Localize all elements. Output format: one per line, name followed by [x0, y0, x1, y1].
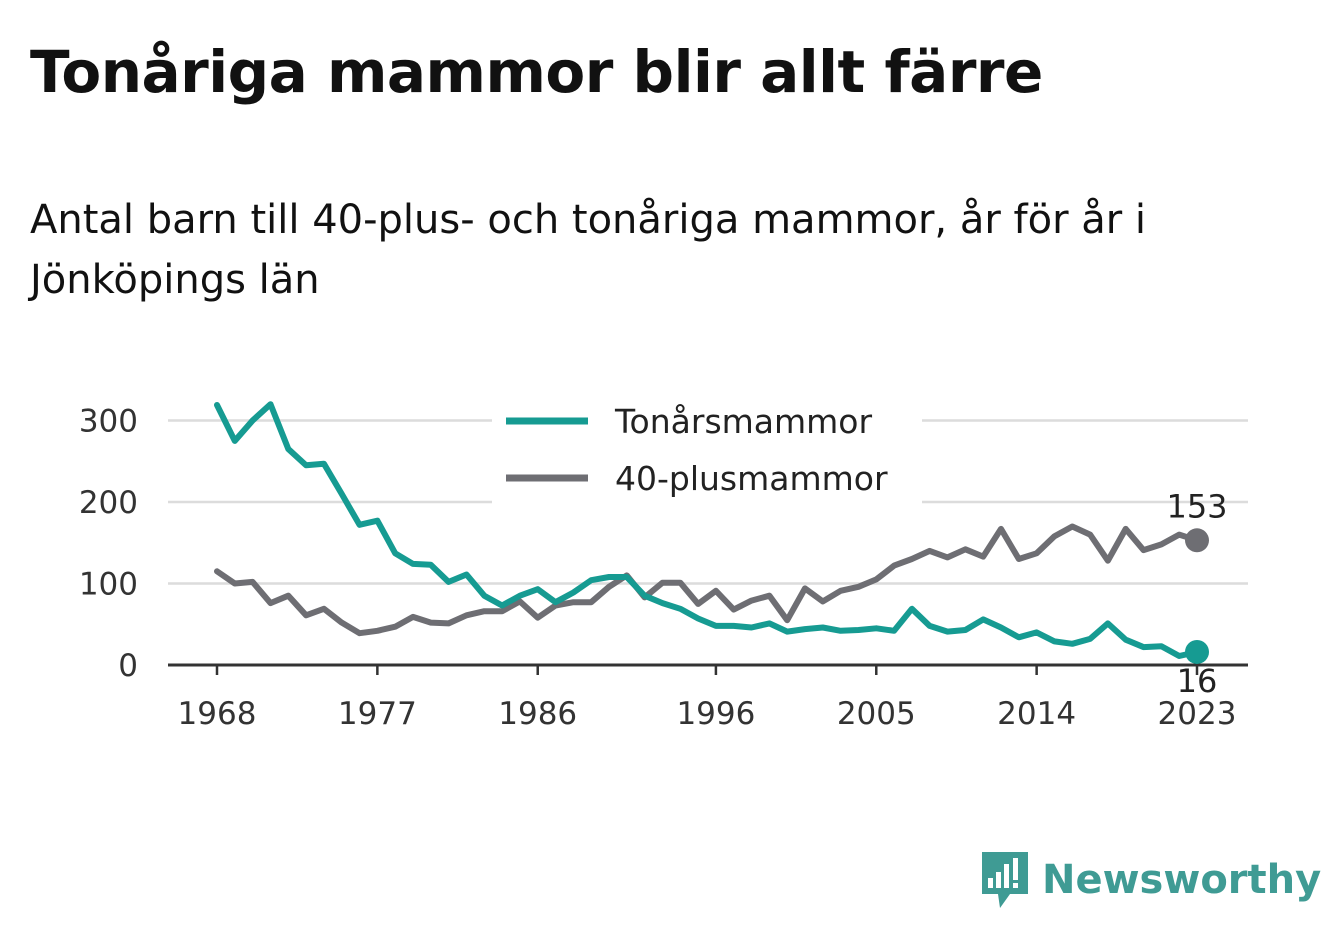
series-line-40-plusmammor	[214, 523, 1200, 637]
x-axis-ticks: 1968 1977 1986 1996 2005 2014 2023	[178, 665, 1237, 732]
y-tick-label: 300	[79, 404, 138, 440]
x-tick-label: 2005	[837, 696, 916, 732]
brand: Newsworthy	[980, 850, 1321, 910]
chart-subtitle: Antal barn till 40-plus- och tonåriga ma…	[30, 197, 1147, 303]
x-tick-label: 2014	[997, 696, 1076, 732]
x-tick-label: 2023	[1158, 696, 1237, 732]
end-value-label: 153	[1166, 487, 1227, 525]
end-point-marker	[1185, 639, 1209, 664]
series-lines	[214, 401, 1200, 659]
end-markers: 16 153	[1166, 487, 1227, 700]
y-tick-label: 200	[79, 485, 138, 521]
x-tick-label: 1968	[178, 696, 257, 732]
end-point-marker	[1185, 528, 1209, 553]
series-line-tonarsmammor	[214, 401, 1200, 659]
y-tick-label: 100	[79, 567, 138, 603]
legend-label: Tonårsmammor	[614, 402, 872, 441]
legend-background	[492, 392, 922, 512]
y-tick-label: 0	[118, 648, 138, 684]
newsworthy-logo-icon	[982, 852, 1028, 908]
legend: Tonårsmammor 40-plusmammor	[492, 392, 922, 512]
x-tick-label: 1986	[498, 696, 577, 732]
end-value-label: 16	[1177, 662, 1218, 700]
x-tick-label: 1977	[338, 696, 417, 732]
brand-name: Newsworthy	[1042, 857, 1322, 903]
x-tick-label: 1996	[676, 696, 755, 732]
y-axis-ticks: 0 100 200 300	[79, 404, 138, 685]
legend-label: 40-plusmammor	[615, 459, 888, 498]
chart-title: Tonåriga mammor blir allt färre	[30, 38, 1043, 106]
